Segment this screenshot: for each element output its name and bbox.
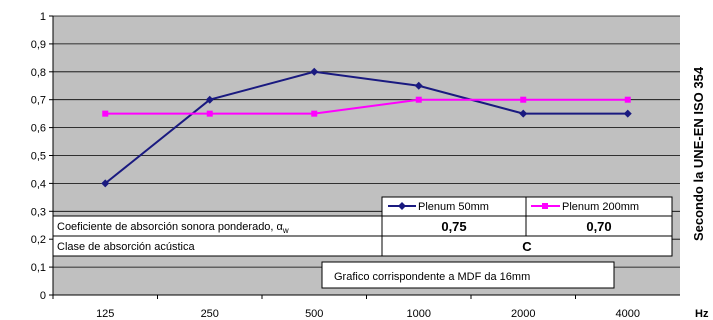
annotation-rect: [321, 261, 615, 289]
table-row-1-value-2: 0,70: [586, 219, 611, 234]
y-tick-label: 0,5: [31, 151, 46, 163]
table-row-1-value-1: 0,75: [441, 219, 466, 234]
y-tick-label: 0,4: [31, 178, 46, 190]
x-tick-label: 125: [96, 308, 114, 320]
y-tick-label: 1: [40, 11, 46, 23]
data-point: [520, 96, 527, 103]
legend-marker-plenum-50: [398, 202, 406, 210]
legend-label-plenum-200: Plenum 200mm: [562, 201, 639, 213]
table-row-2-value-cell: [381, 235, 673, 257]
data-point: [102, 110, 109, 117]
table-row-1-label: Coeficiente de absorción sonora ponderad…: [57, 221, 289, 235]
data-point: [519, 109, 528, 118]
data-point: [415, 96, 422, 103]
y-tick-label: 0,6: [31, 123, 46, 135]
legend-label-plenum-50: Plenum 50mm: [418, 201, 489, 213]
series-group: [101, 67, 632, 188]
table-row-1-label-sub: w: [282, 226, 289, 235]
data-point: [414, 81, 423, 90]
x-tick-label: 2000: [511, 308, 535, 320]
annotation-box: Grafico corrispondente a MDF da 16mm: [321, 261, 615, 289]
data-point: [623, 109, 632, 118]
x-tick-label: 4000: [616, 308, 640, 320]
data-point: [311, 110, 318, 117]
x-tick-label: 1000: [407, 308, 431, 320]
x-tick-labels: 125 250 500 1000 2000 4000: [52, 295, 640, 320]
data-table: Coeficiente de absorción sonora ponderad…: [52, 215, 673, 257]
side-title: Secondo la UNE-EN ISO 354: [691, 66, 706, 241]
series-line-plenum-200: [105, 98, 628, 115]
x-tick-label: 250: [201, 308, 219, 320]
data-point: [101, 179, 110, 188]
table-row-2-value: C: [522, 239, 532, 254]
data-point: [205, 95, 214, 104]
x-tick-label: 500: [305, 308, 323, 320]
legend: Plenum 50mm Plenum 200mm: [381, 196, 673, 217]
y-tick-labels: 0 0,1 0,2 0,3 0,4 0,5 0,6 0,7 0,8 0,9 1: [31, 11, 46, 302]
y-tick-label: 0,3: [31, 206, 46, 218]
data-point: [310, 67, 319, 76]
x-unit-label: Hz: [695, 308, 709, 320]
y-tick-label: 0,7: [31, 95, 46, 107]
legend-marker-plenum-200: [542, 203, 548, 209]
data-point: [624, 96, 631, 103]
table-row-2-label: Clase de absorción acústica: [57, 241, 195, 253]
data-point: [206, 110, 213, 117]
table-row-1-label-main: Coeficiente de absorción sonora ponderad…: [57, 221, 284, 233]
y-tick-label: 0,2: [31, 234, 46, 246]
y-tick-label: 0: [40, 290, 46, 302]
y-tick-label: 0,9: [31, 39, 46, 51]
annotation-text: Grafico corrispondente a MDF da 16mm: [334, 271, 530, 283]
y-tick-label: 0,1: [31, 262, 46, 274]
y-tick-label: 0,8: [31, 67, 46, 79]
